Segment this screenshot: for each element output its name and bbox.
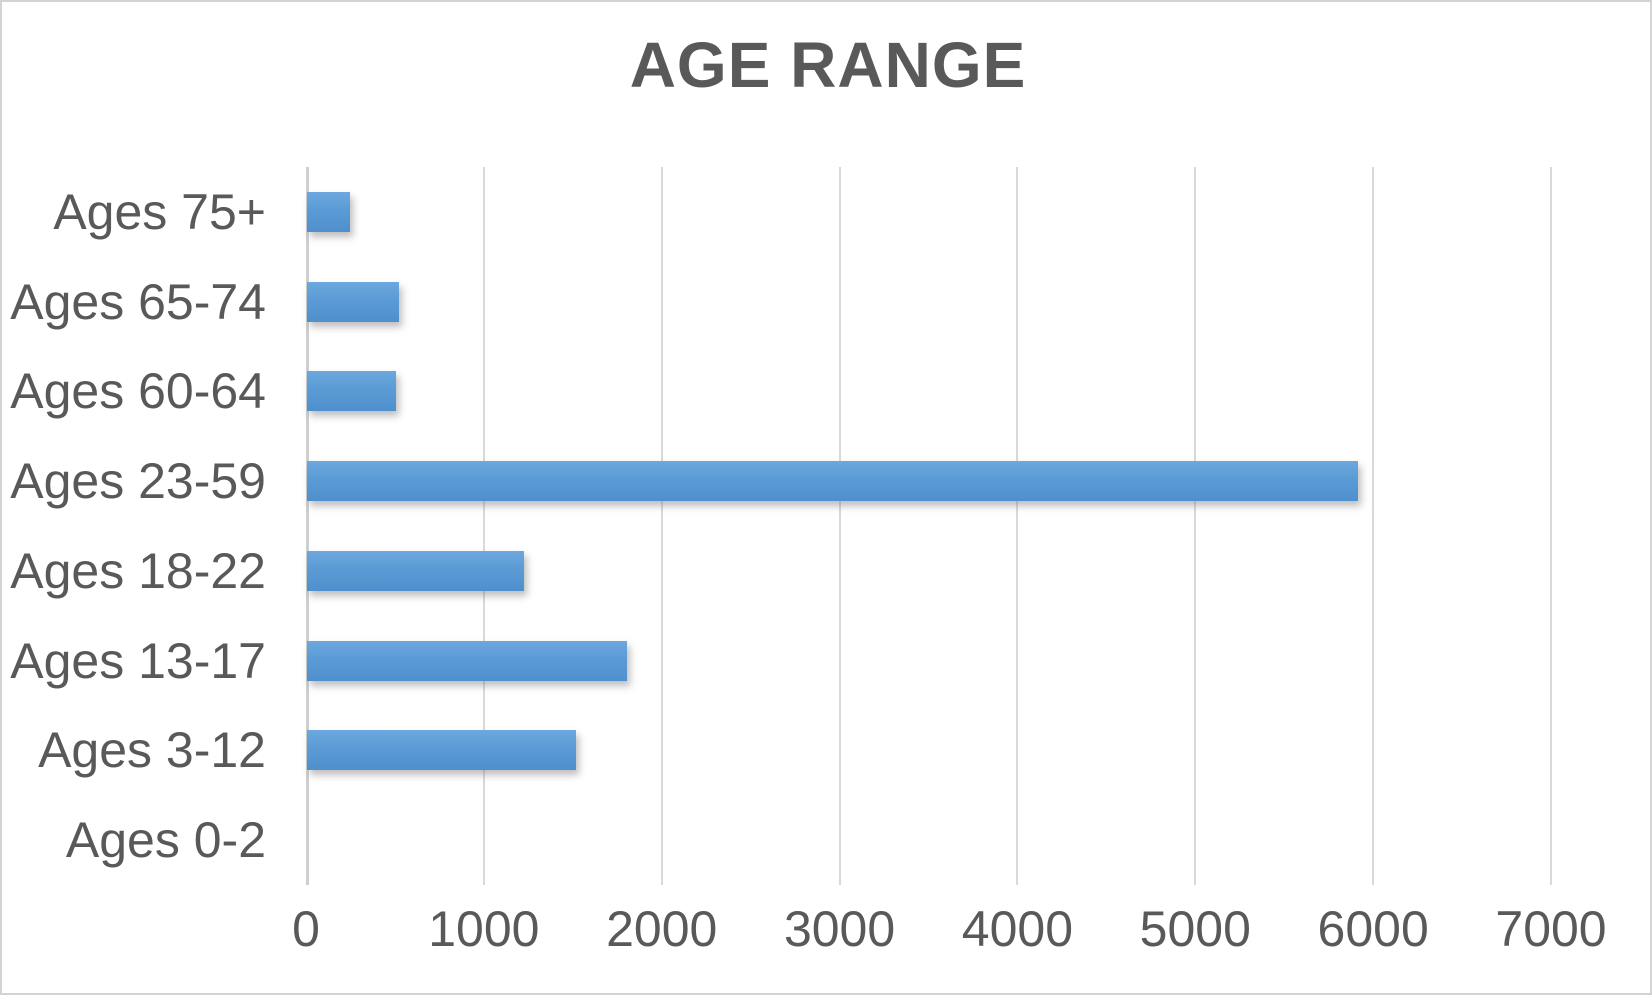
- y-category-label: Ages 65-74: [10, 273, 266, 330]
- y-axis-line: [306, 167, 309, 885]
- x-gridline: [482, 167, 485, 885]
- x-tick-label: 7000: [1495, 901, 1607, 957]
- x-gridline: [660, 167, 663, 885]
- x-axis-ticks: 0 1000 2000 3000 4000 5000 6000 7000: [2, 900, 1650, 970]
- x-gridline: [1372, 167, 1375, 885]
- bar-ages-75+: [307, 191, 350, 232]
- x-tick-label: 6000: [1317, 901, 1429, 957]
- x-gridline: [838, 167, 841, 885]
- y-category-label: Ages 75+: [53, 183, 266, 240]
- y-category-label: Ages 3-12: [38, 722, 266, 779]
- x-tick-label: 2000: [606, 901, 718, 957]
- y-category-label: Ages 13-17: [10, 632, 266, 689]
- bar-ages-13-17: [307, 640, 628, 681]
- x-gridline: [1194, 167, 1197, 885]
- bar-ages-3-12: [307, 730, 576, 771]
- y-axis-labels: Ages 75+ Ages 65-74 Ages 60-64 Ages 23-59 Ag…: [2, 167, 286, 885]
- x-tick-label: 4000: [961, 901, 1074, 957]
- bar-ages-18-22: [307, 550, 524, 591]
- x-gridline: [1016, 167, 1019, 885]
- x-tick-label: 1000: [428, 901, 540, 957]
- y-category-label: Ages 0-2: [65, 812, 266, 869]
- bar-ages-60-64: [307, 371, 396, 412]
- chart-title: AGE RANGE: [629, 29, 1027, 101]
- bar-ages-23-59: [307, 461, 1359, 502]
- y-category-label: Ages 18-22: [10, 542, 266, 599]
- x-tick-label: 0: [292, 901, 320, 957]
- x-tick-label: 3000: [783, 901, 896, 957]
- bar-ages-65-74: [307, 281, 400, 322]
- plot-area: [306, 167, 1552, 885]
- y-category-label: Ages 23-59: [10, 453, 266, 510]
- y-category-label: Ages 60-64: [10, 363, 266, 420]
- x-tick-label: 5000: [1139, 901, 1251, 957]
- x-gridline: [1550, 167, 1552, 885]
